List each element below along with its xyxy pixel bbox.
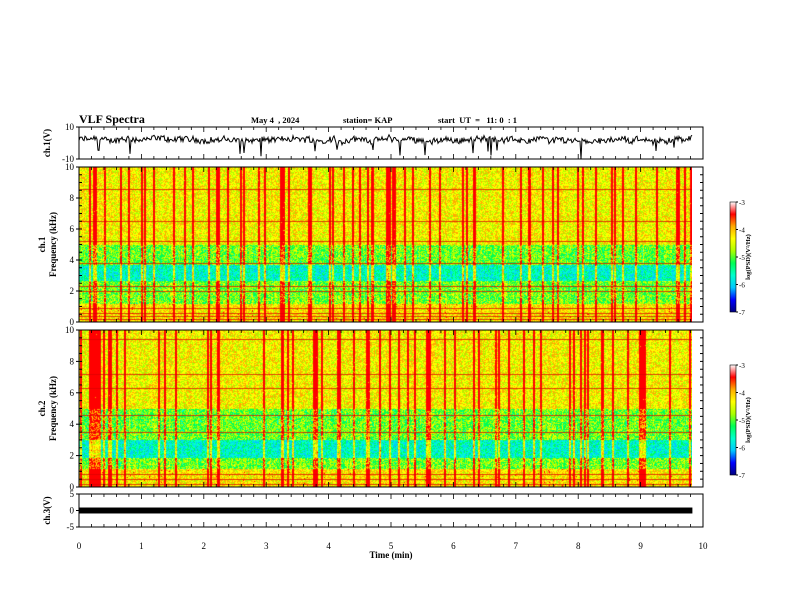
colorbar-tick-label: -7 [739,309,745,317]
x-tick-label: 7 [514,541,519,551]
x-tick-label: 0 [77,541,82,551]
colorbar-label: log(PSD)(V²/Hz) [745,234,752,280]
y-tick-label: 2 [70,286,75,296]
x-tick-label: 9 [638,541,643,551]
colorbar [729,201,737,313]
y-axis-label: ch.3(V) [42,496,52,524]
x-tick-label: 6 [451,541,456,551]
figure-title: VLF Spectra [79,112,145,126]
colorbar-tick-label: -3 [739,362,745,370]
colorbar-tick-label: -6 [739,445,745,453]
colorbar-tick-label: -5 [739,254,745,262]
y-tick-label: 2 [70,451,75,461]
ch1-waveform-group: -10 10 ch.1(V) [42,122,704,164]
y-tick-label: 10 [65,122,75,132]
y-tick-label: 6 [70,388,75,398]
ch1-trace [78,133,693,160]
y-tick-label: 10 [65,162,75,172]
colorbar-tick-label: -5 [739,417,745,425]
x-axis-label: Time (min) [369,550,412,560]
y-axis-label: ch.1(V) [42,129,52,157]
x-tick-label: 4 [326,541,331,551]
y-tick-label: 8 [70,356,75,366]
y-tick-label: 4 [70,255,75,265]
ch3-waveform-group: -5 0 5 ch.3(V) [42,489,704,532]
y-tick-label: -5 [67,522,75,532]
colorbar-tick-label: -3 [739,199,745,207]
y-tick-label: 0 [70,317,75,327]
x-tick-label: 3 [264,541,269,551]
station-label: station= KAP [343,115,393,125]
x-tick-label: 8 [576,541,581,551]
x-tick-label: 1 [139,541,144,551]
y-tick-label: -10 [62,154,74,164]
colorbar-tick-label: -4 [739,390,745,398]
start-time-label: start UT = 11: 0 : 1 [438,115,518,125]
colorbar-tick-label: -6 [739,282,745,290]
ch2-spectrogram-image [79,330,692,487]
date-label: May 4 , 2024 [251,115,300,125]
y-axis-label: Frequency (kHz) [48,376,58,441]
colorbar [729,364,737,476]
y-tick-label: 6 [70,224,75,234]
y-tick-label: 8 [70,193,75,203]
ch1-waveform-frame [78,126,704,160]
y-axis-label: ch.2 [37,400,47,416]
colorbar-tick-label: -4 [739,227,745,235]
colorbar-label: log(PSD)(V²/Hz) [745,397,752,443]
x-tick-label: 5 [389,541,394,551]
y-tick-label: 4 [70,419,75,429]
ch2-spectrogram-group: 0 2 4 6 8 10 ch.2 Frequency (kHz) -3 -4 -5 -6 -7 log(… [37,325,752,492]
y-tick-label: 0 [70,506,75,516]
ch1-spectrogram-image [79,167,692,322]
colorbar-tick-label: -7 [739,472,745,480]
x-axis: 0 1 2 3 4 5 6 7 8 9 10 Time (min) [77,127,708,560]
x-tick-label: 2 [202,541,207,551]
y-axis-label: Frequency (kHz) [48,212,58,277]
y-axis-label: ch.1 [37,236,47,252]
y-tick-label: 5 [70,489,75,499]
y-tick-label: 10 [65,325,75,335]
ch3-trace [79,507,693,514]
x-tick-label: 10 [699,541,709,551]
ch1-spectrogram-group: 0 2 4 6 8 10 ch.1 Frequency (kHz) -3 -4 -5 -6 -7 log(… [37,162,752,327]
y-tick-label: 0 [70,482,75,492]
